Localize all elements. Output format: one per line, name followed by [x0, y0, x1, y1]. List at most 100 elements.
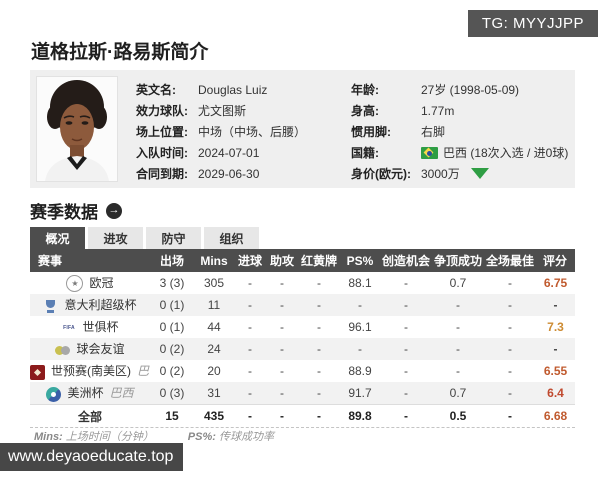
- header-chances-created[interactable]: 创造机会: [380, 249, 432, 272]
- ps-footnote-label: PS%:: [187, 431, 216, 443]
- tab-defense[interactable]: 防守: [146, 227, 201, 249]
- profile-row-position: 场上位置: 中场（中场、后腰）: [136, 121, 351, 142]
- header-cards[interactable]: 红黄牌: [298, 249, 340, 272]
- table-footnotes: Mins: 上场时间（分钟） PS%: 传球成功率: [34, 428, 274, 444]
- stat-cell: -: [248, 320, 252, 334]
- stat-cell: 91.7: [340, 382, 380, 405]
- profile-row-age: 年龄: 27岁 (1998-05-09): [351, 79, 575, 100]
- mins-footnote-desc: 上场时间（分钟）: [65, 431, 154, 443]
- header-appearances[interactable]: 出场: [150, 249, 194, 272]
- rating-cell: 6.75: [543, 276, 568, 290]
- stat-cell: -: [234, 404, 266, 427]
- field-value: 尤文图斯: [198, 104, 247, 118]
- competition-name[interactable]: 世预赛(南美区): [51, 364, 131, 379]
- season-stats-table: 赛事 出场 Mins 进球 助攻 红黄牌 PS% 创造机会 争顶成功 全场最佳 …: [30, 249, 575, 428]
- header-assists[interactable]: 助攻: [266, 249, 298, 272]
- stat-cell: -: [484, 338, 536, 360]
- section-link-arrow-icon[interactable]: →: [106, 202, 122, 219]
- stat-cell: 3 (3): [159, 276, 185, 290]
- competition-name: 全部: [77, 409, 102, 424]
- tab-attack[interactable]: 进攻: [88, 227, 143, 249]
- field-value: 右脚: [421, 125, 446, 139]
- stat-cell: -: [280, 320, 284, 334]
- stat-cell: -: [380, 338, 432, 360]
- stat-cell: 0.5: [432, 404, 484, 427]
- field-value: 1.77m: [421, 103, 455, 118]
- field-value: 中场（中场、后腰）: [198, 125, 307, 139]
- header-pass-success[interactable]: PS%: [340, 249, 380, 272]
- field-label: 年龄:: [351, 83, 379, 97]
- field-label: 身高:: [351, 104, 379, 118]
- value-down-arrow-icon: [470, 168, 489, 179]
- competition-cell: 欧冠: [30, 272, 150, 294]
- season-tabs: 概况 进攻 防守 组织: [30, 227, 259, 249]
- ps-footnote-desc: 传球成功率: [218, 431, 274, 443]
- header-aerials-won[interactable]: 争顶成功: [432, 249, 484, 272]
- ps-footnote: PS%: 传球成功率: [188, 428, 274, 444]
- header-mins[interactable]: Mins: [194, 249, 234, 272]
- national-team-suffix: 巴西: [137, 364, 150, 379]
- profile-info-right: 年龄: 27岁 (1998-05-09) 身高: 1.77m 惯用脚: 右脚 国…: [351, 79, 575, 188]
- stat-cell: 31: [194, 382, 234, 405]
- table-header-row: 赛事 出场 Mins 进球 助攻 红黄牌 PS% 创造机会 争顶成功 全场最佳 …: [30, 249, 575, 272]
- stat-cell: -: [266, 382, 298, 405]
- stat-cell: -: [404, 364, 408, 378]
- stat-cell: -: [317, 364, 321, 378]
- stat-cell: 15: [150, 404, 194, 427]
- competition-name[interactable]: 世俱杯: [82, 320, 119, 335]
- stat-cell: -: [340, 294, 380, 316]
- stat-cell: -: [380, 404, 432, 427]
- tg-contact-badge: TG: MYYJJPP: [467, 10, 598, 37]
- competition-name[interactable]: 欧冠: [89, 275, 114, 290]
- tab-organization[interactable]: 组织: [204, 227, 259, 249]
- rating-cell: -: [536, 294, 575, 316]
- stat-cell: -: [404, 276, 408, 290]
- field-label: 英文名:: [136, 83, 176, 97]
- champions-league-icon: [66, 275, 84, 293]
- header-rating[interactable]: 评分: [536, 249, 575, 272]
- profile-row-joined: 入队时间: 2024-07-01: [136, 142, 351, 163]
- profile-row-english-name: 英文名: Douglas Luiz: [136, 79, 351, 100]
- tab-overview[interactable]: 概况: [30, 227, 85, 249]
- stat-cell: -: [280, 276, 284, 290]
- mins-footnote-label: Mins:: [34, 431, 63, 443]
- field-label: 国籍:: [351, 146, 379, 160]
- stat-cell: 305: [203, 276, 225, 290]
- player-profile-panel: 英文名: Douglas Luiz 效力球队: 尤文图斯 场上位置: 中场（中场…: [30, 70, 575, 188]
- field-value: 2024-07-01: [198, 145, 260, 160]
- profile-row-market-value: 身价(欧元): 3000万: [351, 163, 575, 184]
- season-data-section-head: 赛季数据 →: [30, 198, 122, 223]
- competition-name[interactable]: 球会友谊: [76, 342, 125, 357]
- stat-cell: -: [248, 276, 252, 290]
- stat-cell: 88.9: [348, 364, 372, 378]
- field-label: 身价(欧元):: [351, 167, 411, 181]
- stat-cell: 0.7: [449, 276, 467, 290]
- profile-info-left: 英文名: Douglas Luiz 效力球队: 尤文图斯 场上位置: 中场（中场…: [136, 79, 351, 188]
- stat-cell: -: [508, 320, 512, 334]
- stat-cell: -: [234, 382, 266, 405]
- stat-cell: 435: [194, 404, 234, 427]
- stat-cell: -: [266, 338, 298, 360]
- competition-name[interactable]: 美洲杯: [67, 386, 104, 401]
- season-total-row: 全部 15 435- - -89.8-0.5-6.68: [30, 404, 575, 427]
- header-competition: 赛事: [30, 249, 150, 272]
- market-value-text: 3000万: [421, 167, 460, 181]
- competition-cell: 全部: [30, 404, 150, 427]
- rating-cell: 6.68: [536, 404, 575, 427]
- stat-cell: 0 (2): [159, 364, 185, 378]
- header-motm[interactable]: 全场最佳: [484, 249, 536, 272]
- competition-name[interactable]: 意大利超级杯: [64, 298, 137, 313]
- season-row: 世预赛(南美区) 巴西 0 (2) 20 - - - 88.9 - - - 6.55: [30, 360, 575, 382]
- rating-cell: -: [536, 338, 575, 360]
- header-goals[interactable]: 进球: [234, 249, 266, 272]
- stat-cell: -: [432, 294, 484, 316]
- stat-cell: -: [248, 364, 252, 378]
- copa-america-icon: [46, 386, 62, 402]
- nationality-text: 巴西 (18次入选 / 进0球): [443, 146, 569, 160]
- stat-cell: -: [484, 382, 536, 405]
- player-photo: [36, 76, 118, 182]
- stat-cell: -: [484, 404, 536, 427]
- profile-info: 英文名: Douglas Luiz 效力球队: 尤文图斯 场上位置: 中场（中场…: [118, 70, 575, 188]
- stat-cell: -: [508, 276, 512, 290]
- rating-cell: 6.4: [536, 382, 575, 405]
